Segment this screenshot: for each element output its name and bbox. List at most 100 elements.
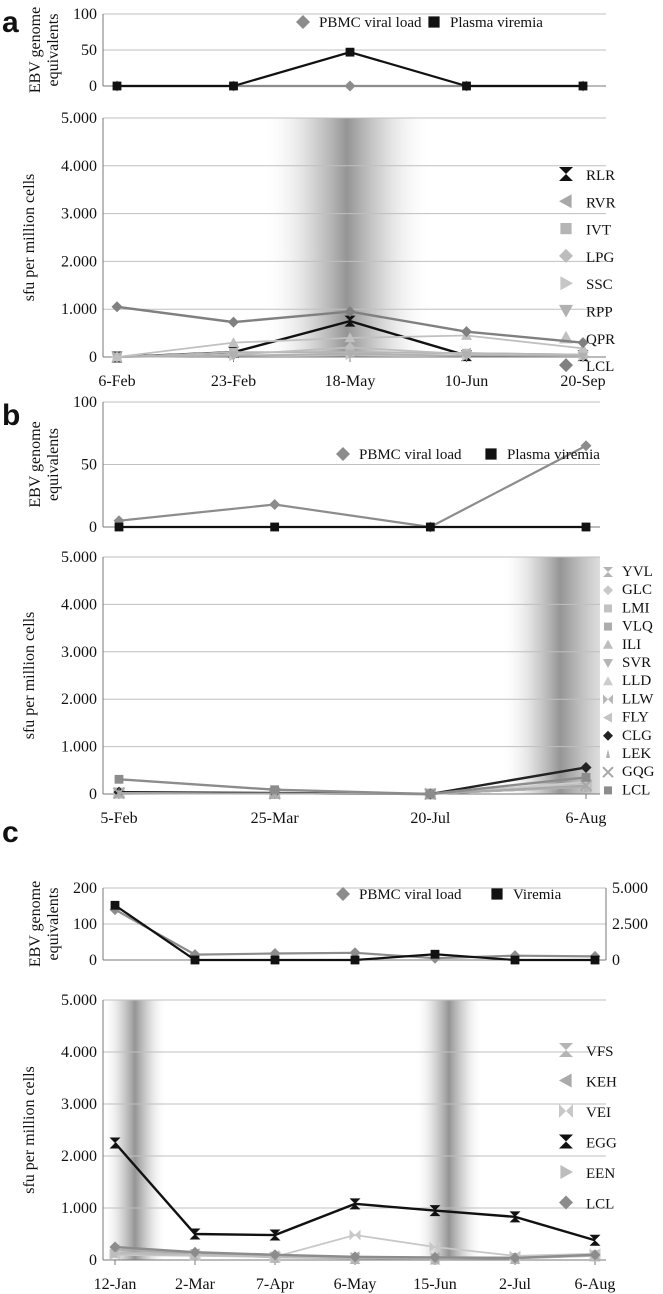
panel-a: a 100 50 0 EBV genome equivalents PBMC viral l… [2, 6, 616, 390]
bottom-series-point [349, 1251, 361, 1263]
bottom-y-axis-label: sfu per million cells [21, 1066, 38, 1194]
shaded-region [103, 1000, 167, 1260]
shaded-region [500, 557, 600, 794]
bottom-legend-marker [559, 248, 573, 263]
panel-letter-a: a [2, 6, 19, 39]
bottom-legend-label: EGG [586, 1136, 617, 1152]
bottom-series-line-11 [118, 784, 587, 795]
bottom-legend-marker [559, 304, 573, 318]
x-tick-label: 12-Jan [94, 1276, 137, 1293]
x-tick-label: 15-Jun [413, 1276, 457, 1293]
bottom-legend-label: ILI [622, 637, 641, 653]
bottom-y-tick-label: 1.000 [61, 1200, 97, 1217]
panel-letter-c: c [2, 816, 19, 849]
bottom-legend-label: LCL [586, 359, 614, 375]
x-tick-label: 6-Aug [566, 810, 607, 827]
x-tick-label: 23-Feb [211, 373, 256, 390]
bottom-legend-marker [603, 694, 613, 705]
bottom-legend-marker [606, 749, 610, 758]
bottom-legend-label: RLR [586, 168, 615, 184]
top-y-tick-label: 50 [81, 457, 97, 474]
top-series-point [269, 499, 281, 510]
bottom-series-point [109, 1241, 121, 1253]
top-y-axis-label-line2: equivalents [45, 14, 62, 87]
top-legend-marker [296, 15, 310, 29]
top-y-tick-label: 100 [73, 6, 97, 23]
bottom-series-point [111, 351, 123, 362]
bottom-legend-label: VFS [586, 1044, 614, 1060]
bottom-legend-marker [603, 659, 613, 668]
bottom-legend-marker [603, 730, 613, 741]
bottom-legend-marker [604, 622, 612, 631]
bottom-series-point [111, 301, 123, 313]
top-legend-marker [428, 16, 440, 28]
top-series-point [114, 522, 124, 532]
bottom-legend-marker [560, 276, 573, 291]
bottom-legend-label: RPP [586, 305, 613, 321]
bottom-legend-marker [603, 639, 613, 649]
top-y-tick-label: 50 [81, 42, 97, 59]
bottom-series-point [110, 1248, 121, 1260]
top-series-point [344, 80, 356, 92]
bottom-series-point [461, 351, 472, 362]
top-legend-marker [336, 447, 350, 461]
top-series-point [462, 81, 471, 91]
bottom-y-tick-label: 4.000 [61, 158, 97, 175]
bottom-series-point [114, 774, 124, 784]
bottom-series-point [581, 773, 591, 782]
bottom-legend-label: RVR [586, 195, 616, 211]
bottom-legend-label: LEK [622, 746, 651, 762]
bottom-legend-label: QPR [586, 332, 615, 348]
bottom-y-tick-label: 2.000 [61, 1148, 97, 1165]
top-legend-marker [485, 448, 497, 460]
bottom-series-point [112, 786, 126, 800]
bottom-legend-marker [603, 712, 612, 723]
bottom-series-point [344, 332, 356, 343]
top-series-point [345, 47, 355, 57]
bottom-y-tick-label: 0 [89, 1252, 97, 1269]
bottom-series-point [228, 337, 239, 348]
bottom-legend-label: FLY [622, 710, 649, 726]
top-series-line-0 [118, 444, 587, 529]
bottom-series-line-3 [114, 1142, 596, 1242]
bottom-legend-marker [560, 1165, 573, 1179]
top-series-point [190, 955, 200, 965]
bottom-y-tick-label: 1.000 [61, 739, 97, 756]
bottom-y-tick-label: 5.000 [61, 549, 97, 566]
x-tick-label: 10-Jun [445, 373, 489, 390]
bottom-legend-marker [559, 1195, 573, 1210]
bottom-legend-marker [559, 1134, 573, 1149]
top-y-tick-label: 0 [89, 519, 97, 536]
bottom-y-tick-label: 3.000 [61, 644, 97, 661]
bottom-y-tick-label: 0 [89, 786, 97, 803]
x-tick-label: 20-Sep [560, 373, 605, 390]
top-y-tick-label: 100 [73, 916, 97, 933]
bottom-y-axis-label: sfu per million cells [21, 174, 38, 302]
bottom-series-point [577, 337, 589, 349]
bottom-legend-marker [603, 567, 613, 577]
panel-b-top-plot: 100 50 0 EBV genome equivalents PBMC viral lo… [27, 394, 600, 536]
bottom-series-point [269, 1229, 281, 1241]
bottom-legend-label: YVL [622, 564, 653, 580]
bottom-legend-label: LCL [586, 1197, 614, 1213]
bottom-legend-marker [559, 358, 573, 373]
panel-b-bottom-plot: 5.000 4.000 3.000 2.000 1.000 0 sfu per millio… [21, 549, 655, 827]
top-legend-label: Plasma viremia [507, 447, 600, 463]
bottom-legend-label: VEI [586, 1105, 611, 1121]
bottom-series-point [580, 761, 592, 773]
bottom-series-point [429, 1205, 441, 1217]
panel-a-top-plot: 100 50 0 EBV genome equivalents PBMC viral lo… [27, 6, 606, 95]
bottom-series-point [349, 1229, 361, 1241]
top-right-y-tick-label: 0 [612, 952, 620, 969]
top-legend-label: PBMC viral load [359, 447, 462, 463]
x-tick-label: 6-Feb [98, 373, 135, 390]
top-series-point [270, 955, 280, 965]
bottom-series-point [509, 1252, 521, 1264]
bottom-y-tick-label: 5.000 [61, 992, 97, 1009]
bottom-y-tick-label: 2.000 [61, 691, 97, 708]
x-tick-label: 20-Jul [410, 810, 451, 827]
top-legend-label: PBMC viral load [319, 15, 422, 31]
bottom-series-point [344, 306, 356, 318]
bottom-series-point [228, 316, 239, 328]
